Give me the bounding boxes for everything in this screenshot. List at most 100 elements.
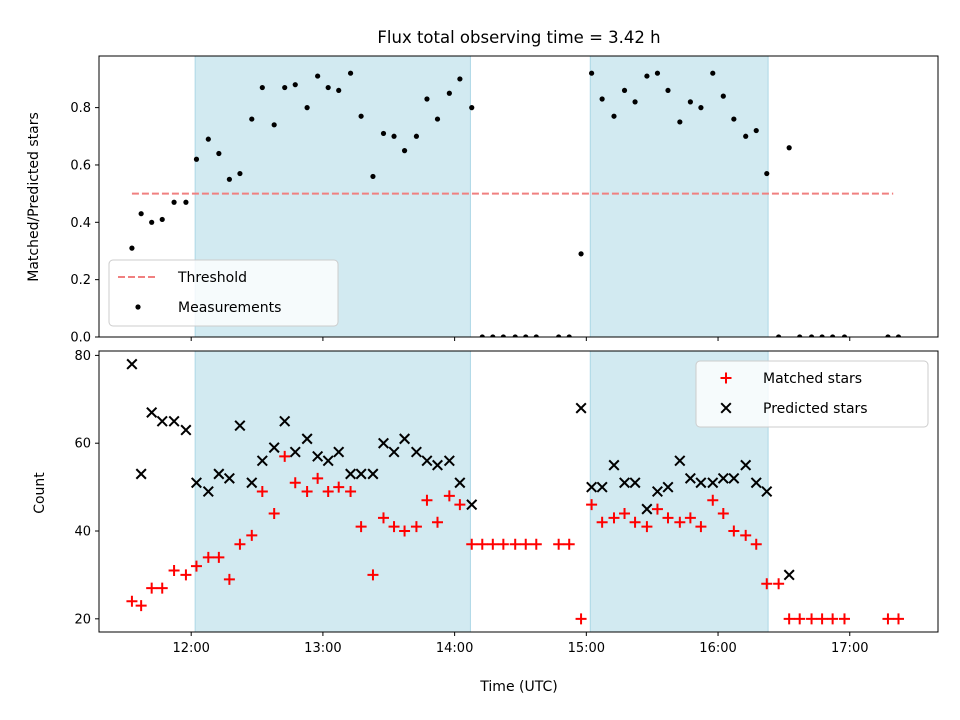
matched-star-marker (156, 582, 168, 594)
measurement-point (578, 251, 584, 257)
measurement-point (413, 133, 420, 139)
bottom-data-group (126, 358, 904, 625)
measurement-point (391, 133, 397, 139)
predicted-star-marker (146, 406, 158, 418)
measurement-point (380, 130, 387, 137)
top-y-tick-label: 0.4 (70, 216, 91, 231)
measurement-point (588, 70, 595, 76)
x-tick-label: 15:00 (568, 641, 605, 656)
predicted-star-marker (740, 459, 752, 471)
top-y-tick-label: 0.2 (70, 273, 91, 288)
matched-star-marker (410, 521, 422, 533)
matched-star-marker (497, 538, 509, 550)
matched-star-marker (301, 486, 313, 497)
x-tick-label: 17:00 (831, 641, 868, 656)
predicted-star-marker (662, 481, 674, 493)
predicted-star-marker (674, 455, 686, 467)
matched-star-marker (312, 472, 324, 484)
top-y-tick-label: 0.6 (70, 158, 91, 173)
predicted-star-marker (707, 477, 719, 489)
top-shaded-interval-2 (589, 55, 769, 338)
bottom-panel: 20 40 60 80 12:00 13:00 14:00 15:00 16:00 17:00 Ma… (74, 349, 939, 656)
matched-star-marker (268, 507, 280, 519)
measurement-point (720, 93, 726, 99)
legend-swatch-2 (720, 402, 732, 414)
measurement-point (171, 199, 177, 205)
measurement-point (644, 73, 650, 79)
matched-star-marker (190, 560, 202, 572)
predicted-star-marker (135, 468, 147, 480)
matched-star-marker (377, 512, 389, 524)
matched-star-marker (476, 538, 488, 550)
matched-star-marker (168, 565, 180, 577)
predicted-star-marker (256, 455, 268, 467)
predicted-star-marker (728, 472, 740, 484)
predicted-star-marker (608, 459, 620, 471)
matched-star-marker (202, 551, 214, 563)
bottom-y-tick-label: 60 (74, 437, 91, 452)
predicted-star-marker (388, 446, 400, 458)
matched-star-marker (707, 494, 719, 506)
measurement-point (434, 116, 441, 122)
matched-star-marker (454, 499, 466, 511)
matched-star-marker (728, 525, 740, 537)
top-data-group (129, 70, 902, 337)
matched-star-marker (520, 538, 532, 550)
matched-star-marker (443, 490, 455, 502)
matched-star-marker (651, 503, 663, 515)
predicted-star-marker (466, 499, 478, 511)
predicted-star-marker (575, 402, 587, 414)
matched-star-marker (223, 573, 235, 585)
top-panel: 0.0 0.2 0.4 0.6 0.8 Threshold Measurements (70, 55, 939, 346)
matched-star-marker (794, 613, 806, 625)
predicted-star-marker (619, 477, 631, 489)
matched-star-marker (773, 578, 785, 590)
matched-star-marker (629, 516, 641, 528)
top-y-tick-label: 0.0 (70, 331, 91, 346)
chart-title: Flux total observing time = 3.42 h (377, 28, 660, 47)
top-y-tick-label: 0.8 (70, 101, 91, 116)
measurement-point (665, 87, 671, 94)
measurement-point (446, 90, 452, 96)
predicted-star-marker (190, 477, 202, 489)
measurement-point (687, 99, 693, 105)
measurement-point (457, 76, 463, 82)
measurement-point (764, 170, 770, 177)
matched-star-marker (256, 486, 268, 497)
matched-star-marker (213, 551, 225, 563)
predicted-star-marker (377, 437, 390, 449)
measurement-point (193, 156, 200, 162)
matched-star-marker (761, 578, 773, 590)
predicted-star-marker (168, 415, 180, 427)
matched-star-marker (806, 613, 818, 625)
legend-label-2: Measurements (178, 300, 281, 316)
legend-label-1: Threshold (177, 270, 247, 286)
measurement-point (325, 84, 331, 91)
legend-swatch-1 (720, 372, 732, 384)
measurement-point (129, 245, 135, 251)
measurement-point (183, 199, 189, 205)
x-tick-label: 12:00 (172, 641, 209, 656)
bottom-y-tick-label: 40 (74, 525, 91, 540)
predicted-star-marker (301, 433, 313, 445)
matched-star-marker (816, 613, 828, 625)
predicted-star-marker (223, 472, 235, 484)
legend-label-1: Matched stars (763, 371, 862, 387)
predicted-star-marker (695, 477, 707, 489)
predicted-star-marker (443, 455, 455, 467)
measurement-point (786, 145, 792, 151)
predicted-star-marker (156, 415, 168, 427)
measurement-point (304, 105, 310, 111)
matched-star-marker (367, 569, 379, 581)
measurement-point (599, 96, 605, 102)
matched-star-marker (135, 600, 147, 612)
predicted-star-marker (761, 485, 773, 498)
predicted-star-marker (289, 446, 301, 458)
measurement-point (138, 211, 144, 217)
x-tick-label: 13:00 (304, 641, 341, 656)
measurement-point (315, 73, 321, 79)
matched-star-marker (509, 538, 521, 550)
measurement-point (500, 334, 506, 337)
measurement-point (226, 176, 232, 182)
